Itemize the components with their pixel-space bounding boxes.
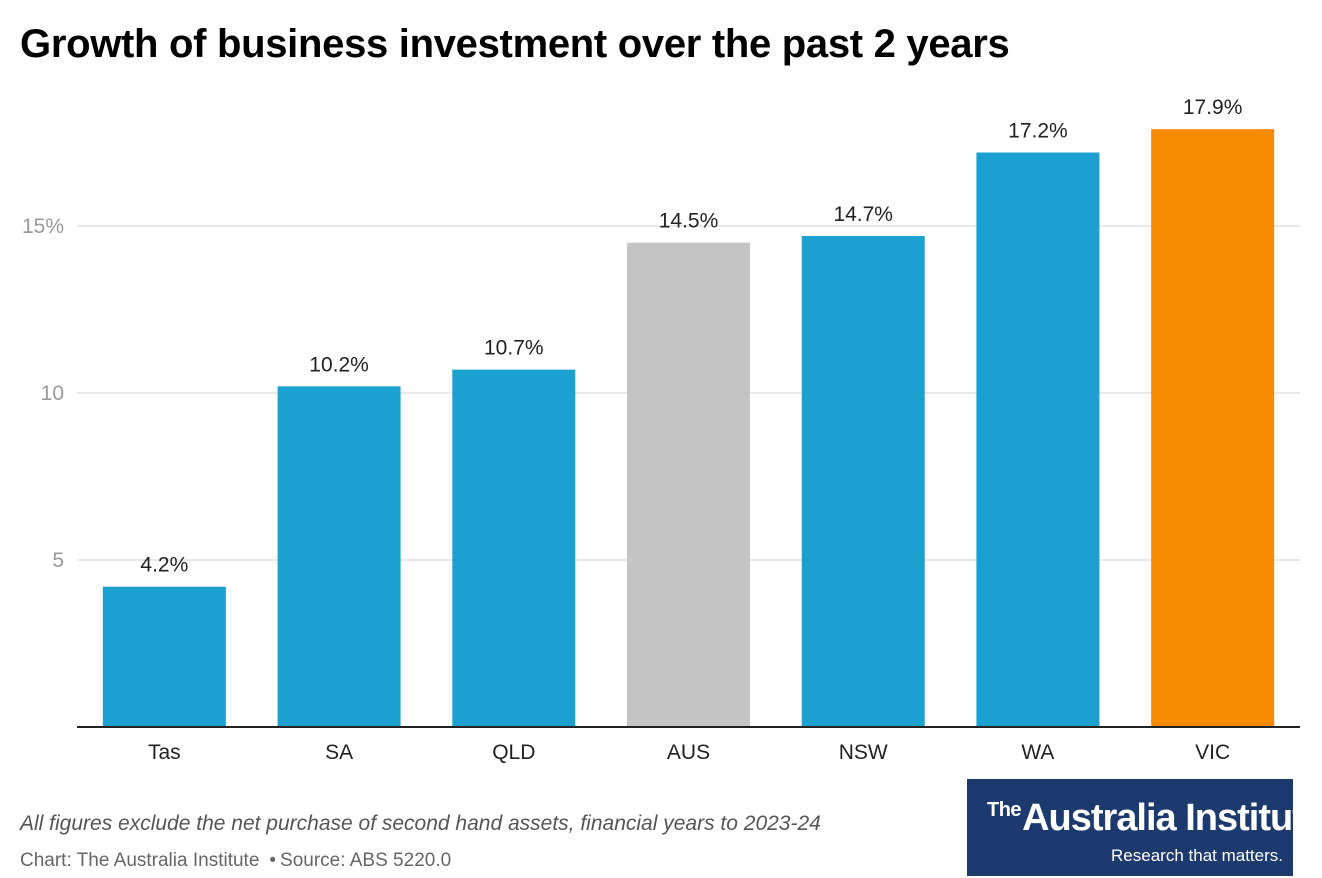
value-label: 10.2%: [309, 353, 369, 376]
bar-qld: [452, 369, 576, 727]
value-label: 10.7%: [484, 337, 544, 360]
bars: [102, 129, 1275, 727]
credit-source: Source: ABS 5220.0: [280, 850, 452, 871]
bar-wa: [976, 152, 1100, 727]
x-tick-label: Tas: [148, 741, 181, 764]
x-axis-tick-labels: Tas SA QLD AUS NSW WA VIC: [148, 741, 1230, 764]
value-label: 4.2%: [140, 554, 188, 577]
x-tick-label: WA: [1021, 741, 1054, 764]
value-label: 14.7%: [833, 203, 893, 226]
y-tick-label: 10: [41, 382, 64, 405]
chart-credit: Chart: The Australia Institute • Source: A…: [20, 850, 451, 872]
bar-aus: [627, 242, 750, 727]
x-tick-label: QLD: [492, 741, 535, 764]
chart-title: Growth of business investment over the p…: [20, 22, 1010, 66]
x-tick-label: NSW: [839, 741, 888, 764]
chart-notes: All figures exclude the net purchase of …: [20, 812, 821, 835]
bar-vic: [1151, 129, 1275, 727]
credit-separator: •: [269, 850, 277, 871]
bar-chart: 5 10 15% 4.2% 10.2% 10.7% 14.5% 14.7% 17.2% 17.9…: [22, 96, 1300, 764]
y-tick-label: 5: [52, 549, 64, 572]
value-label: 14.5%: [659, 210, 719, 233]
x-tick-label: VIC: [1195, 741, 1230, 764]
bar-nsw: [801, 236, 925, 727]
value-label: 17.9%: [1183, 96, 1243, 119]
y-axis-tick-labels: 5 10 15%: [22, 215, 64, 572]
x-tick-label: AUS: [667, 741, 710, 764]
value-label: 17.2%: [1008, 120, 1068, 143]
logo-tagline: Research that matters.: [1111, 846, 1283, 865]
logo-prefix: The: [987, 799, 1022, 821]
value-labels: 4.2% 10.2% 10.7% 14.5% 14.7% 17.2% 17.9%: [140, 96, 1242, 577]
logo-main-name: Australia Institute: [1022, 797, 1322, 839]
logo-name: TheAustralia Institute: [987, 797, 1322, 840]
x-tick-label: SA: [325, 741, 353, 764]
bar-tas: [102, 586, 226, 727]
credit-chart: Chart: The Australia Institute: [20, 850, 260, 871]
australia-institute-logo: TheAustralia Institute Research that mat…: [967, 779, 1322, 876]
y-tick-label: 15%: [22, 215, 64, 238]
bar-sa: [277, 386, 401, 727]
